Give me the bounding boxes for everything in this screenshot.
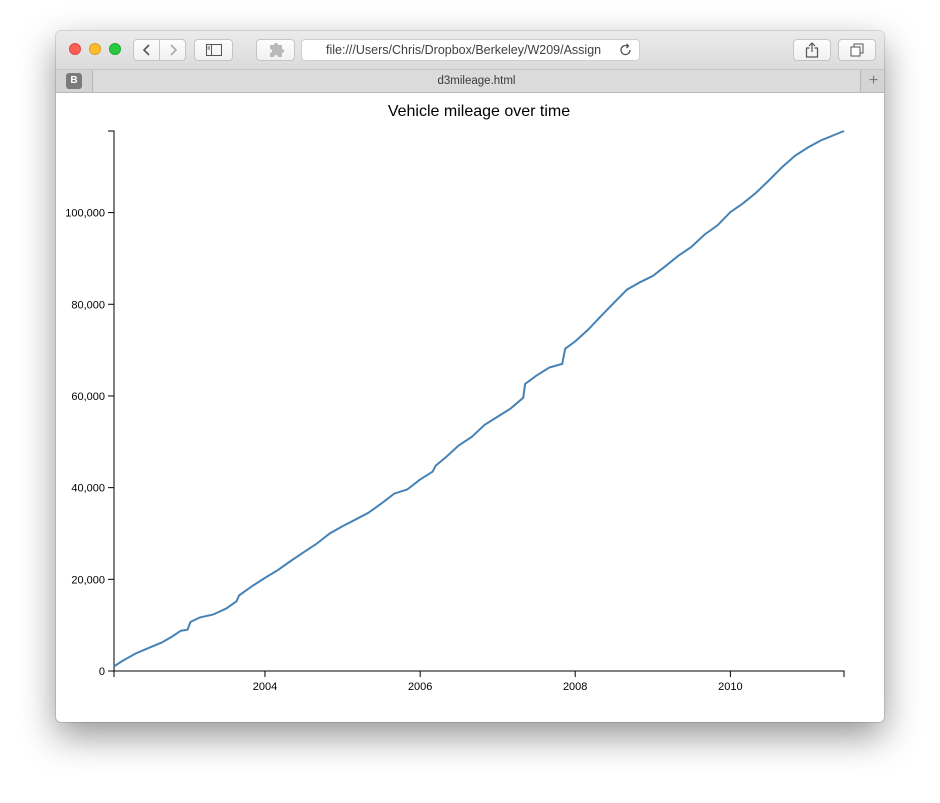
- tabs-overview-button[interactable]: [838, 39, 876, 61]
- page-content: Vehicle mileage over time 2004 2006 2008 20…: [56, 93, 884, 722]
- navigation-buttons: [133, 39, 186, 61]
- chevron-left-icon: [142, 44, 150, 56]
- y-tick-label: 0: [99, 666, 105, 678]
- browser-toolbar: file:///Users/Chris/Dropbox/Berkeley/W20…: [56, 31, 884, 70]
- browser-window: file:///Users/Chris/Dropbox/Berkeley/W20…: [56, 31, 884, 722]
- tabs-overview-icon: [850, 43, 864, 57]
- reload-icon[interactable]: [619, 43, 633, 57]
- y-tick-label: 80,000: [71, 299, 105, 311]
- y-tick-label: 60,000: [71, 391, 105, 403]
- extension-button[interactable]: [256, 39, 295, 61]
- share-icon: [805, 42, 819, 58]
- mileage-chart: Vehicle mileage over time 2004 2006 2008 20…: [65, 103, 845, 693]
- sidebar-icon: [205, 44, 222, 56]
- x-tick-label: 2006: [408, 681, 432, 693]
- share-button[interactable]: [793, 39, 831, 61]
- y-axis: 0 20,000 40,000 60,000 80,000 100,000: [65, 130, 115, 678]
- new-tab-button[interactable]: +: [868, 72, 879, 89]
- address-bar[interactable]: file:///Users/Chris/Dropbox/Berkeley/W20…: [301, 39, 640, 61]
- y-tick-label: 40,000: [71, 483, 105, 495]
- x-tick-label: 2004: [253, 681, 277, 693]
- x-axis-domain: [113, 670, 845, 677]
- x-tick-label: 2010: [718, 681, 742, 693]
- chevron-right-icon: [169, 44, 177, 56]
- y-axis-domain: [108, 130, 115, 672]
- close-window-button[interactable]: [69, 43, 81, 55]
- zoom-window-button[interactable]: [109, 43, 121, 55]
- back-button[interactable]: [134, 40, 159, 60]
- x-axis: 2004 2006 2008 2010: [113, 670, 845, 693]
- address-text: file:///Users/Chris/Dropbox/Berkeley/W20…: [326, 43, 602, 57]
- forward-button[interactable]: [159, 40, 185, 60]
- tab-bar: B d3mileage.html +: [56, 70, 884, 93]
- x-tick-label: 2008: [563, 681, 587, 693]
- favicon: B: [66, 73, 82, 89]
- y-tick-label: 20,000: [71, 574, 105, 586]
- y-tick-label: 100,000: [65, 208, 105, 220]
- sidebar-button[interactable]: [194, 39, 233, 61]
- minimize-window-button[interactable]: [89, 43, 101, 55]
- tab-d3mileage[interactable]: d3mileage.html: [92, 70, 861, 92]
- puzzle-icon: [269, 43, 284, 57]
- chart-title: Vehicle mileage over time: [388, 103, 570, 120]
- series-line-mileage: [113, 130, 845, 668]
